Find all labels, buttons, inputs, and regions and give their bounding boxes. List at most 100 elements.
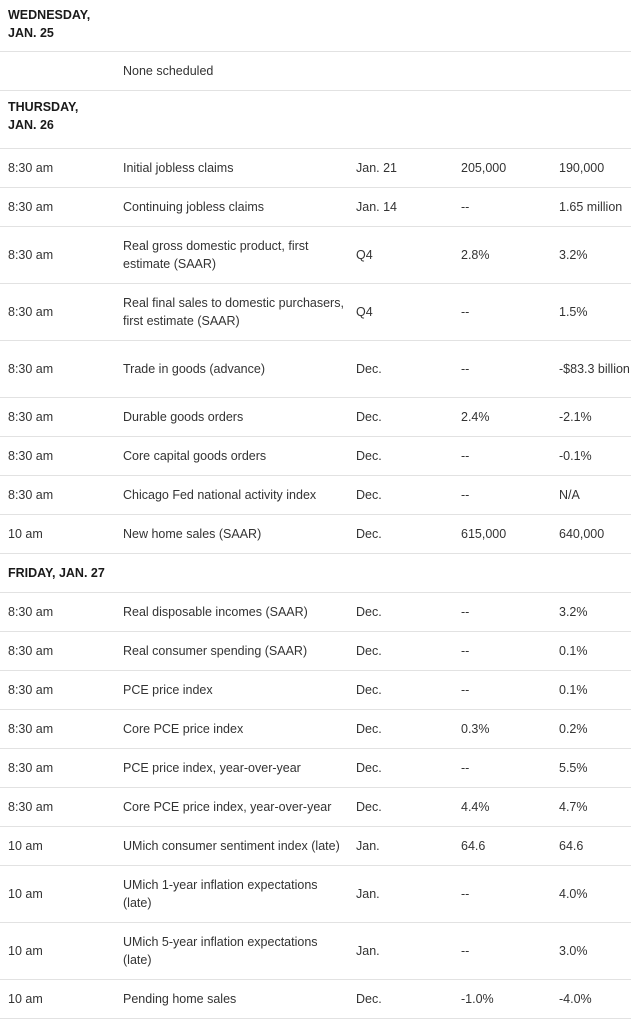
period-cell: Dec. bbox=[348, 748, 453, 788]
period-cell: Dec. bbox=[348, 436, 453, 476]
day-label: WEDNESDAY, JAN. 25 bbox=[0, 0, 115, 52]
table-row: None scheduled bbox=[0, 51, 631, 91]
event-cell: Real disposable incomes (SAAR) bbox=[115, 592, 348, 632]
table-row: 8:30 am Real gross domestic product, fir… bbox=[0, 226, 631, 284]
previous-cell bbox=[551, 51, 631, 91]
time-cell: 8:30 am bbox=[0, 283, 115, 341]
event-cell: Initial jobless claims bbox=[115, 148, 348, 188]
table-row: 8:30 am PCE price index, year-over-year … bbox=[0, 748, 631, 788]
period-cell: Q4 bbox=[348, 226, 453, 284]
table-row: 8:30 am Real final sales to domestic pur… bbox=[0, 283, 631, 341]
period-cell: Dec. bbox=[348, 787, 453, 827]
period-cell: Dec. bbox=[348, 979, 453, 1019]
forecast-cell: 4.4% bbox=[453, 787, 551, 827]
forecast-cell: 64.6 bbox=[453, 826, 551, 866]
forecast-cell: 615,000 bbox=[453, 514, 551, 554]
forecast-cell: 2.8% bbox=[453, 226, 551, 284]
forecast-cell: -- bbox=[453, 436, 551, 476]
time-cell bbox=[0, 51, 115, 91]
event-cell: Real consumer spending (SAAR) bbox=[115, 631, 348, 671]
forecast-cell: -- bbox=[453, 670, 551, 710]
time-cell: 8:30 am bbox=[0, 340, 115, 398]
period-cell: Q4 bbox=[348, 283, 453, 341]
previous-cell: 3.0% bbox=[551, 922, 631, 980]
day-header-row: THURSDAY, JAN. 26 bbox=[0, 90, 631, 149]
time-cell: 8:30 am bbox=[0, 709, 115, 749]
event-cell: None scheduled bbox=[115, 51, 348, 91]
event-cell: Pending home sales bbox=[115, 979, 348, 1019]
time-cell: 8:30 am bbox=[0, 148, 115, 188]
previous-cell: 3.2% bbox=[551, 592, 631, 632]
time-cell: 10 am bbox=[0, 922, 115, 980]
previous-cell: 0.1% bbox=[551, 670, 631, 710]
event-cell: Core PCE price index, year-over-year bbox=[115, 787, 348, 827]
forecast-cell: -1.0% bbox=[453, 979, 551, 1019]
day-header-row: WEDNESDAY, JAN. 25 bbox=[0, 0, 631, 52]
forecast-cell: 2.4% bbox=[453, 397, 551, 437]
table-row: 8:30 am Durable goods orders Dec. 2.4% -… bbox=[0, 397, 631, 437]
forecast-cell: 205,000 bbox=[453, 148, 551, 188]
forecast-cell: 0.3% bbox=[453, 709, 551, 749]
previous-cell: -4.0% bbox=[551, 979, 631, 1019]
previous-cell: 3.2% bbox=[551, 226, 631, 284]
forecast-cell: -- bbox=[453, 340, 551, 398]
table-row: 8:30 am Core capital goods orders Dec. -… bbox=[0, 436, 631, 476]
previous-cell: -$83.3 billion bbox=[551, 340, 631, 398]
event-cell: Chicago Fed national activity index bbox=[115, 475, 348, 515]
event-cell: UMich consumer sentiment index (late) bbox=[115, 826, 348, 866]
event-cell: Real gross domestic product, first estim… bbox=[115, 226, 348, 284]
table-row: 10 am UMich 1-year inflation expectation… bbox=[0, 865, 631, 923]
event-cell: Durable goods orders bbox=[115, 397, 348, 437]
time-cell: 8:30 am bbox=[0, 226, 115, 284]
time-cell: 10 am bbox=[0, 826, 115, 866]
event-cell: PCE price index, year-over-year bbox=[115, 748, 348, 788]
day-label: THURSDAY, JAN. 26 bbox=[0, 90, 115, 149]
event-cell: Trade in goods (advance) bbox=[115, 340, 348, 398]
time-cell: 8:30 am bbox=[0, 787, 115, 827]
time-cell: 10 am bbox=[0, 979, 115, 1019]
previous-cell: -2.1% bbox=[551, 397, 631, 437]
period-cell: Dec. bbox=[348, 670, 453, 710]
time-cell: 8:30 am bbox=[0, 475, 115, 515]
period-cell: Dec. bbox=[348, 514, 453, 554]
period-cell: Dec. bbox=[348, 631, 453, 671]
previous-cell: 1.5% bbox=[551, 283, 631, 341]
day-header-row: FRIDAY, JAN. 27 bbox=[0, 553, 631, 593]
table-row: 8:30 am Core PCE price index, year-over-… bbox=[0, 787, 631, 827]
forecast-cell: -- bbox=[453, 631, 551, 671]
table-row: 8:30 am Real consumer spending (SAAR) De… bbox=[0, 631, 631, 671]
previous-cell: 1.65 million bbox=[551, 187, 631, 227]
period-cell: Dec. bbox=[348, 340, 453, 398]
period-cell: Dec. bbox=[348, 709, 453, 749]
period-cell: Jan. 21 bbox=[348, 148, 453, 188]
table-row: 10 am UMich 5-year inflation expectation… bbox=[0, 922, 631, 980]
table-row: 8:30 am PCE price index Dec. -- 0.1% bbox=[0, 670, 631, 710]
table-row: 8:30 am Initial jobless claims Jan. 21 2… bbox=[0, 148, 631, 188]
previous-cell: 0.2% bbox=[551, 709, 631, 749]
time-cell: 8:30 am bbox=[0, 436, 115, 476]
time-cell: 8:30 am bbox=[0, 670, 115, 710]
event-cell: Core PCE price index bbox=[115, 709, 348, 749]
table-row: 10 am Pending home sales Dec. -1.0% -4.0… bbox=[0, 979, 631, 1019]
day-label: FRIDAY, JAN. 27 bbox=[0, 553, 348, 593]
previous-cell: 64.6 bbox=[551, 826, 631, 866]
event-cell: UMich 5-year inflation expectations (lat… bbox=[115, 922, 348, 980]
forecast-cell: -- bbox=[453, 592, 551, 632]
table-row: 8:30 am Core PCE price index Dec. 0.3% 0… bbox=[0, 709, 631, 749]
previous-cell: -0.1% bbox=[551, 436, 631, 476]
previous-cell: 4.7% bbox=[551, 787, 631, 827]
table-row: 10 am New home sales (SAAR) Dec. 615,000… bbox=[0, 514, 631, 554]
previous-cell: 190,000 bbox=[551, 148, 631, 188]
period-cell: Dec. bbox=[348, 475, 453, 515]
period-cell: Jan. bbox=[348, 826, 453, 866]
previous-cell: 5.5% bbox=[551, 748, 631, 788]
period-cell: Jan. bbox=[348, 922, 453, 980]
forecast-cell: -- bbox=[453, 475, 551, 515]
table-row: 8:30 am Continuing jobless claims Jan. 1… bbox=[0, 187, 631, 227]
period-cell: Dec. bbox=[348, 397, 453, 437]
table-row: 10 am UMich consumer sentiment index (la… bbox=[0, 826, 631, 866]
previous-cell: 0.1% bbox=[551, 631, 631, 671]
previous-cell: 640,000 bbox=[551, 514, 631, 554]
time-cell: 8:30 am bbox=[0, 397, 115, 437]
